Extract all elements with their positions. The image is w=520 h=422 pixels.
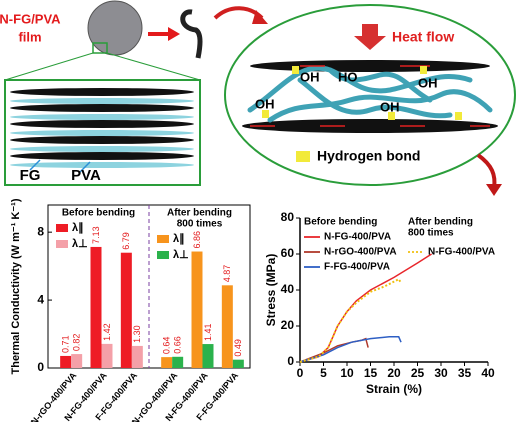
bar bbox=[120, 252, 132, 368]
arrow bbox=[168, 27, 180, 41]
legend-label: F-FG-400/PVA bbox=[324, 262, 390, 273]
legend-label: λ⊥ bbox=[72, 238, 88, 250]
arrow bbox=[486, 184, 502, 196]
oh-label: OH bbox=[418, 75, 438, 90]
legend-title: After bending bbox=[408, 217, 473, 228]
y-tick-label: 0 bbox=[287, 354, 294, 368]
heat-flow-label: Heat flow bbox=[392, 29, 454, 45]
value-label: 6.86 bbox=[192, 231, 202, 249]
line bbox=[299, 336, 402, 363]
arrow bbox=[252, 10, 268, 24]
bar bbox=[60, 355, 72, 368]
zoom-box bbox=[92, 42, 108, 54]
bar bbox=[202, 344, 214, 368]
y-tick-label: 60 bbox=[281, 246, 295, 260]
legend-title: Before bending bbox=[304, 217, 377, 228]
bar bbox=[90, 246, 102, 368]
legend-label: N-rGO-400/PVA bbox=[324, 247, 397, 258]
x-tick-label: 0 bbox=[297, 366, 304, 380]
value-label: 0.64 bbox=[162, 337, 172, 355]
x-tick-label: 35 bbox=[458, 366, 472, 380]
value-label: 1.30 bbox=[132, 325, 142, 343]
oh-label: OH bbox=[380, 99, 400, 114]
group-title: After bending bbox=[167, 208, 232, 219]
fg-label: FG bbox=[20, 167, 41, 184]
oh-label: OH bbox=[255, 96, 275, 111]
y-tick-label: 40 bbox=[281, 282, 295, 296]
bar bbox=[232, 359, 244, 368]
y-axis-label: Thermal Conductivity (W m⁻¹ K⁻¹) bbox=[10, 198, 22, 374]
value-label: 0.71 bbox=[61, 335, 71, 353]
hydrogen-bond-label: Hydrogen bond bbox=[317, 148, 420, 164]
y-tick-label: 0 bbox=[37, 360, 44, 374]
value-label: 1.42 bbox=[102, 323, 112, 341]
legend-title: 800 times bbox=[408, 228, 454, 239]
bar bbox=[172, 356, 184, 368]
x-tick-label: 25 bbox=[411, 366, 425, 380]
y-axis-label: Stress (MPa) bbox=[264, 254, 278, 327]
oh-label: OH bbox=[300, 69, 320, 84]
bar bbox=[161, 357, 173, 368]
bent-film bbox=[180, 9, 203, 59]
film-label: film bbox=[18, 29, 41, 44]
bar bbox=[191, 251, 203, 368]
y-tick-label: 20 bbox=[281, 318, 295, 332]
film-disc bbox=[87, 0, 143, 56]
value-label: 0.49 bbox=[233, 339, 243, 357]
legend-label: λ∥ bbox=[173, 233, 185, 245]
y-tick-label: 8 bbox=[37, 224, 44, 238]
arrow bbox=[476, 153, 497, 189]
pointer bbox=[29, 159, 91, 173]
layers bbox=[10, 88, 194, 168]
value-label: 4.87 bbox=[222, 265, 232, 283]
y-tick-label: 80 bbox=[281, 210, 295, 224]
legend-swatch bbox=[56, 240, 68, 248]
x-axis-label: Strain (%) bbox=[366, 382, 422, 396]
legend-label: N-FG-400/PVA bbox=[428, 247, 495, 258]
bar bbox=[71, 354, 83, 368]
legend-label: λ∥ bbox=[72, 222, 84, 234]
x-tick-label: 30 bbox=[434, 366, 448, 380]
legend-swatch bbox=[157, 251, 169, 259]
heat-arrows bbox=[250, 65, 490, 127]
h-bond-marks bbox=[262, 66, 462, 120]
group-title: 800 times bbox=[177, 219, 223, 230]
y-tick-label: 4 bbox=[37, 292, 44, 306]
sheet bbox=[250, 60, 490, 72]
polymer-chains bbox=[247, 65, 493, 123]
heat-arrow bbox=[354, 24, 386, 50]
x-tick-label: 5 bbox=[320, 366, 327, 380]
line bbox=[299, 277, 402, 363]
bar bbox=[101, 343, 113, 368]
zoom-line bbox=[4, 52, 201, 81]
film-label: N-FG/PVA bbox=[0, 11, 61, 26]
value-label: 7.13 bbox=[91, 226, 101, 244]
legend-label: λ⊥ bbox=[173, 249, 189, 261]
group-title: Before bending bbox=[62, 208, 135, 219]
sheet bbox=[242, 119, 498, 133]
bar bbox=[221, 285, 233, 368]
value-label: 0.82 bbox=[72, 334, 82, 352]
x-tick-label: 15 bbox=[364, 366, 378, 380]
x-tick-label: 40 bbox=[481, 366, 495, 380]
legend-swatch bbox=[157, 235, 169, 243]
oh-label: HO bbox=[338, 69, 358, 84]
pva-label: PVA bbox=[71, 167, 101, 184]
x-tick-label: 20 bbox=[387, 366, 401, 380]
value-label: 0.66 bbox=[173, 336, 183, 354]
value-label: 1.41 bbox=[203, 324, 213, 342]
legend-swatch bbox=[56, 224, 68, 232]
value-label: 6.79 bbox=[121, 232, 131, 250]
legend-swatch bbox=[296, 151, 310, 162]
bar bbox=[131, 345, 143, 368]
legend-label: N-FG-400/PVA bbox=[324, 232, 391, 243]
x-tick-label: 10 bbox=[340, 366, 354, 380]
